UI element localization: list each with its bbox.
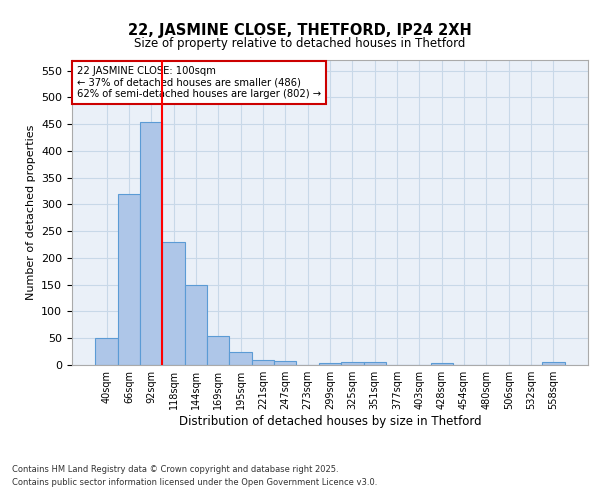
Bar <box>364 362 386 365</box>
Bar <box>95 338 118 365</box>
Text: Size of property relative to detached houses in Thetford: Size of property relative to detached ho… <box>134 36 466 50</box>
Bar <box>140 122 163 365</box>
Text: Contains public sector information licensed under the Open Government Licence v3: Contains public sector information licen… <box>12 478 377 487</box>
Bar <box>185 284 207 365</box>
X-axis label: Distribution of detached houses by size in Thetford: Distribution of detached houses by size … <box>179 415 481 428</box>
Text: 22, JASMINE CLOSE, THETFORD, IP24 2XH: 22, JASMINE CLOSE, THETFORD, IP24 2XH <box>128 22 472 38</box>
Text: 22 JASMINE CLOSE: 100sqm
← 37% of detached houses are smaller (486)
62% of semi-: 22 JASMINE CLOSE: 100sqm ← 37% of detach… <box>77 66 321 100</box>
Bar <box>252 360 274 365</box>
Bar <box>542 362 565 365</box>
Bar <box>163 242 185 365</box>
Bar <box>207 336 229 365</box>
Text: Contains HM Land Registry data © Crown copyright and database right 2025.: Contains HM Land Registry data © Crown c… <box>12 466 338 474</box>
Y-axis label: Number of detached properties: Number of detached properties <box>26 125 35 300</box>
Bar <box>319 363 341 365</box>
Bar <box>229 352 252 365</box>
Bar <box>274 360 296 365</box>
Bar <box>431 363 453 365</box>
Bar <box>341 362 364 365</box>
Bar <box>118 194 140 365</box>
